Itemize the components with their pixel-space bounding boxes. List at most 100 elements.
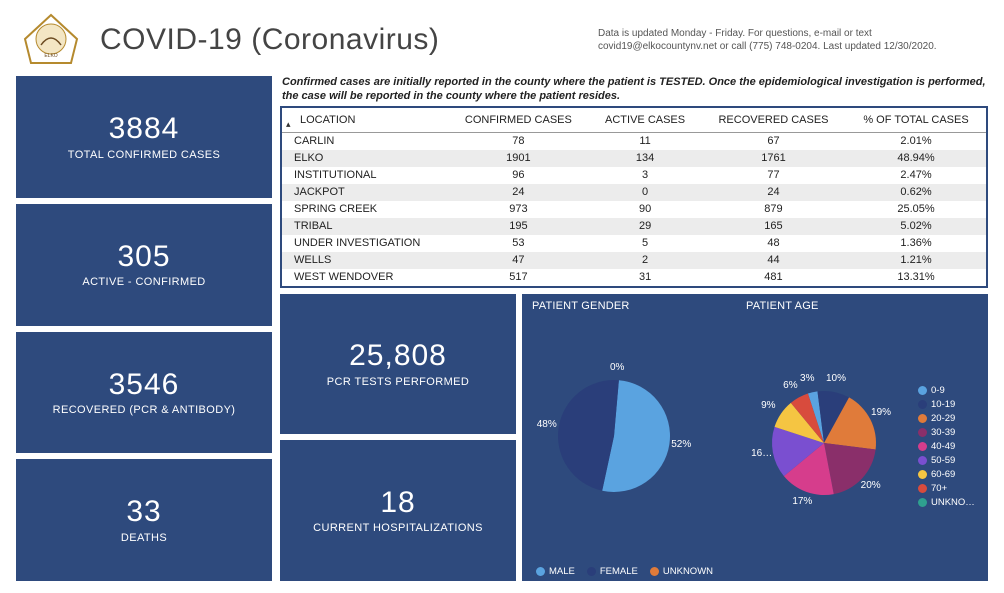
table-cell: 165	[701, 218, 846, 235]
header: ELKO COVID-19 (Coronavirus) Data is upda…	[16, 10, 988, 70]
pie-slice-label: 20%	[861, 480, 881, 491]
stat-card-deaths: 33 DEATHS	[16, 459, 272, 581]
gender-chart: PATIENT GENDER 52%48%0% MALEFEMALEUNKNOW…	[532, 300, 742, 578]
age-legend: 0-9 10-19 20-29 30-39 40-49 50-59 60-69 70+ UNKN…	[914, 383, 975, 508]
legend-label: 30-39	[931, 427, 955, 438]
legend-swatch-icon	[918, 498, 927, 507]
pie-slice-label: 52%	[671, 439, 691, 450]
pie-slice-label: 9%	[761, 400, 775, 411]
table-cell: TRIBAL	[282, 218, 448, 235]
charts-panel: PATIENT GENDER 52%48%0% MALEFEMALEUNKNOW…	[522, 294, 988, 582]
table-cell: 134	[589, 150, 701, 167]
county-logo-icon: ELKO	[16, 12, 86, 68]
legend-swatch-icon	[918, 456, 927, 465]
legend-item: FEMALE	[587, 566, 638, 577]
stat-card-recovered: 3546 RECOVERED (PCR & ANTIBODY)	[16, 332, 272, 454]
table-cell: 973	[448, 201, 590, 218]
legend-swatch-icon	[918, 400, 927, 409]
table-cell: 53	[448, 235, 590, 252]
stat-value: 18	[380, 487, 415, 519]
table-row: WEST WENDOVER5173148113.31%	[282, 269, 986, 286]
pie-slice-label: 0%	[610, 362, 624, 373]
svg-text:ELKO: ELKO	[44, 53, 57, 59]
table-cell: 31	[589, 269, 701, 286]
table-cell: 5.02%	[846, 218, 986, 235]
stat-label: DEATHS	[121, 532, 167, 544]
legend-item: MALE	[536, 566, 575, 577]
stat-value: 3884	[109, 113, 180, 145]
pie-slice-label: 16…	[751, 448, 772, 459]
stat-value: 33	[126, 496, 161, 528]
pie-slice-label: 17%	[792, 496, 812, 507]
chart-title: PATIENT AGE	[746, 300, 982, 312]
table-cell: 481	[701, 269, 846, 286]
table-header[interactable]: % OF TOTAL CASES	[846, 108, 986, 133]
table-cell: 48.94%	[846, 150, 986, 167]
legend-label: 0-9	[931, 385, 945, 396]
table-cell: 517	[448, 269, 590, 286]
table-header[interactable]: CONFIRMED CASES	[448, 108, 590, 133]
legend-item: UNKNO…	[918, 497, 975, 508]
table-cell: 29	[589, 218, 701, 235]
stat-value: 3546	[109, 369, 180, 401]
table-cell: 44	[701, 252, 846, 269]
table-row: SPRING CREEK9739087925.05%	[282, 201, 986, 218]
stat-label: PCR TESTS PERFORMED	[327, 376, 469, 388]
table-cell: WELLS	[282, 252, 448, 269]
table-cell: 67	[701, 132, 846, 150]
stat-card-total-confirmed: 3884 TOTAL CONFIRMED CASES	[16, 76, 272, 198]
legend-label: 50-59	[931, 455, 955, 466]
legend-item: 60-69	[918, 469, 955, 480]
table-cell: 24	[448, 184, 590, 201]
legend-swatch-icon	[587, 567, 596, 576]
table-section: Confirmed cases are initially reported i…	[280, 76, 988, 288]
stat-card-tests: 25,808 PCR TESTS PERFORMED	[280, 294, 516, 435]
table-cell: 1761	[701, 150, 846, 167]
table-cell: 96	[448, 167, 590, 184]
legend-item: 50-59	[918, 455, 955, 466]
stat-label: ACTIVE - CONFIRMED	[82, 276, 205, 288]
table-header[interactable]: LOCATION	[282, 108, 448, 133]
legend-label: 70+	[931, 483, 947, 494]
stat-card-active: 305 ACTIVE - CONFIRMED	[16, 204, 272, 326]
page-title: COVID-19 (Coronavirus)	[100, 23, 439, 57]
table-row: ELKO1901134176148.94%	[282, 150, 986, 167]
table-header[interactable]: ACTIVE CASES	[589, 108, 701, 133]
legend-label: FEMALE	[600, 566, 638, 577]
update-note: Data is updated Monday - Friday. For que…	[598, 27, 988, 54]
table-row: WELLS472441.21%	[282, 252, 986, 269]
pie-slice-label: 19%	[871, 407, 891, 418]
stat-label: TOTAL CONFIRMED CASES	[68, 149, 220, 161]
pie-slice-label: 10%	[826, 373, 846, 384]
table-cell: 2	[589, 252, 701, 269]
legend-swatch-icon	[536, 567, 545, 576]
table-cell: 1.36%	[846, 235, 986, 252]
table-header[interactable]: RECOVERED CASES	[701, 108, 846, 133]
location-table: LOCATIONCONFIRMED CASESACTIVE CASESRECOV…	[280, 106, 988, 288]
table-cell: 48	[701, 235, 846, 252]
table-row: TRIBAL195291655.02%	[282, 218, 986, 235]
table-cell: CARLIN	[282, 132, 448, 150]
legend-swatch-icon	[918, 414, 927, 423]
stat-card-hospitalizations: 18 CURRENT HOSPITALIZATIONS	[280, 440, 516, 581]
chart-title: PATIENT GENDER	[532, 300, 742, 312]
table-cell: WEST WENDOVER	[282, 269, 448, 286]
table-cell: 47	[448, 252, 590, 269]
stat-label: CURRENT HOSPITALIZATIONS	[313, 522, 483, 534]
table-cell: 24	[701, 184, 846, 201]
legend-item: 10-19	[918, 399, 955, 410]
table-cell: 0	[589, 184, 701, 201]
table-cell: 879	[701, 201, 846, 218]
legend-item: 20-29	[918, 413, 955, 424]
table-cell: 2.01%	[846, 132, 986, 150]
table-cell: 2.47%	[846, 167, 986, 184]
legend-item: 40-49	[918, 441, 955, 452]
table-row: INSTITUTIONAL963772.47%	[282, 167, 986, 184]
age-chart: PATIENT AGE 3%10%19%20%17%16…9%6% 0-910-…	[746, 300, 982, 578]
table-cell: 77	[701, 167, 846, 184]
mid-stat-column: 25,808 PCR TESTS PERFORMED 18 CURRENT HO…	[280, 294, 516, 582]
table-cell: 90	[589, 201, 701, 218]
legend-swatch-icon	[918, 484, 927, 493]
gender-legend: MALEFEMALEUNKNOWN	[532, 564, 742, 577]
legend-swatch-icon	[918, 428, 927, 437]
